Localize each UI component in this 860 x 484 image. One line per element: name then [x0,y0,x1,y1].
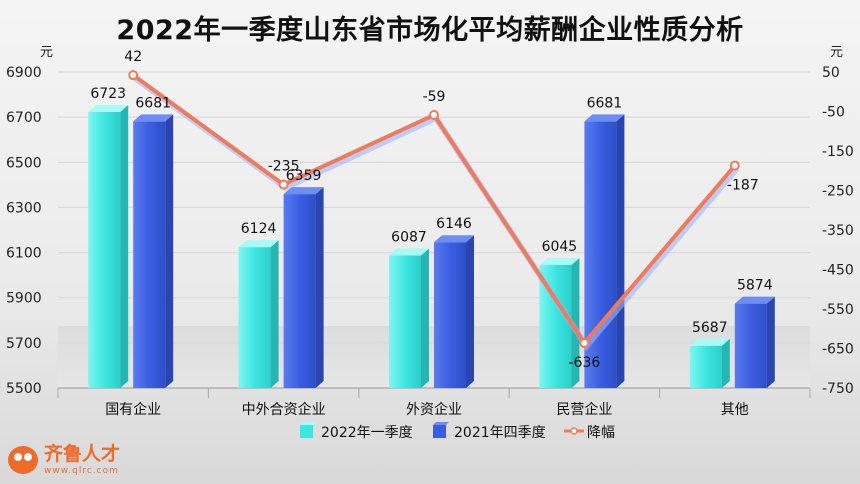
y-right-tick-label: -550 [822,302,854,318]
bar-front [734,303,767,388]
line-value-label: -59 [423,89,446,105]
bar-front [133,121,166,388]
y-right-tick-label: -350 [822,223,854,239]
x-category-label: 其他 [721,402,749,418]
line-point [729,160,740,171]
axes-layer: 5500 5700 5900 6100 6300 6500 6700 6900 50 -50 -15… [6,45,854,418]
bar-top [88,104,129,112]
bar-side [120,104,129,389]
bar-side [315,187,324,388]
line-point [429,110,439,121]
line-layer [128,70,740,351]
bar-side [466,235,474,388]
x-category-label: 国有企业 [105,401,161,418]
bar-top [539,257,580,265]
legend-label: 降幅 [587,425,615,441]
legend-marker [570,427,578,435]
x-category-label: 民营企业 [556,401,612,418]
bar-side [721,338,730,388]
bar-top [133,114,174,122]
line-value-label: -187 [727,178,759,194]
bar-value-label: 6087 [391,230,427,246]
y-left-tick-label: 6100 [6,246,42,262]
bar-top [689,338,730,346]
bar-side [616,114,625,388]
bar-top [434,235,474,243]
legend-swatch-top [433,422,449,425]
brand-logo: 齐鲁人才 www.qlrc.com [8,442,120,478]
y-right-tick-label: -150 [822,144,854,160]
legend-swatch [433,425,446,438]
bar-value-label: 6124 [241,221,277,237]
line-point [278,179,289,190]
y-right-tick-label: -650 [822,342,854,358]
bar-value-label: 5874 [737,278,773,294]
bar-side [766,296,775,388]
bar-front [689,345,722,388]
legend-label: 2022年一季度 [321,425,413,441]
labels-layer: 6723 6124 6087 6045 5687 6681 6359 6146 6681 5874… [90,49,772,371]
x-category-label: 外资企业 [406,401,462,418]
bar-value-label: 6359 [286,168,322,184]
bar-side [571,257,580,388]
y-left-tick-label: 6700 [6,110,42,126]
y-left-tick-label: 6300 [6,200,42,216]
bar-value-label: 6045 [542,239,578,255]
line-point [579,337,590,348]
y-left-tick-label: 5500 [6,381,42,397]
bar-front [584,121,617,388]
y-left-tick-label: 6500 [6,155,42,171]
bars-layer [88,104,775,389]
bar-value-label: 6146 [436,216,472,232]
bar-front [283,194,316,388]
bar-front [88,111,121,389]
bar-value-label: 5687 [692,320,728,336]
bar-top [734,296,775,304]
bar-value-label: 6681 [587,95,623,111]
bar-top [238,240,279,248]
line-point [128,70,139,81]
frog-logo-icon [8,446,38,474]
legend-swatch [300,425,313,438]
chart-title: 2022年一季度山东省市场化平均薪酬企业性质分析 [116,15,744,46]
line-value-label: -235 [268,159,300,175]
line-value-label: 42 [124,49,142,65]
bar-top [389,248,429,256]
bar-value-label: 6681 [135,95,171,111]
y-left-tick-label: 6900 [6,65,42,81]
y-right-tick-label: -450 [822,263,854,279]
y-right-tick-label: -50 [822,105,845,121]
y-left-unit: 元 [40,45,53,60]
bar-side [270,240,279,388]
legend: 2022年一季度 2021年四季度 降幅 [300,422,615,441]
bar-value-label: 6723 [90,86,126,102]
y-right-tick-label: 50 [822,65,840,81]
bar-front [434,242,466,388]
logo-url: www.qlrc.com [44,465,119,476]
x-category-label: 中外合资企业 [242,401,326,418]
logo-name: 齐鲁人才 [44,442,121,465]
bar-front [389,255,421,388]
legend-label: 2021年四季度 [454,425,546,441]
bar-top [584,114,625,122]
legend-swatch-top [300,422,316,425]
y-left-tick-label: 5700 [6,336,42,352]
bar-front [238,247,271,388]
y-right-unit: 元 [830,45,843,60]
y-left-tick-label: 5900 [6,291,42,307]
y-right-tick-label: -750 [822,381,854,397]
y-right-tick-label: -250 [822,184,854,200]
bar-side [165,114,174,388]
bar-side [421,248,429,388]
line-value-label: -636 [569,355,601,371]
bar-top [283,187,324,195]
